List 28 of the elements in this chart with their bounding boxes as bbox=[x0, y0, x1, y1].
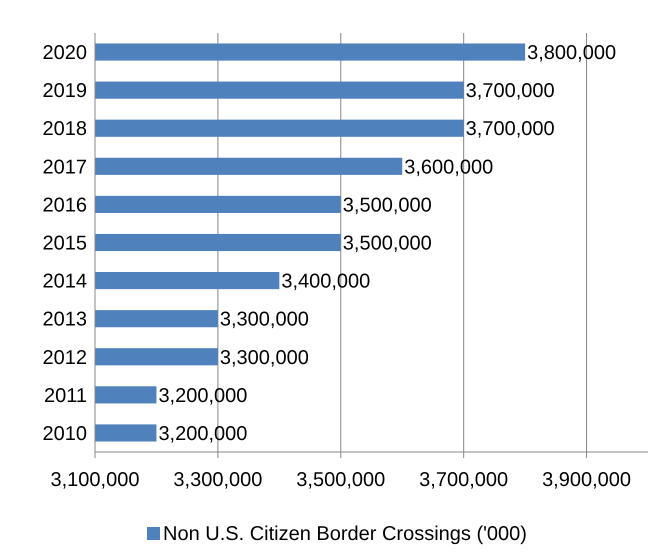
y-tick-label: 2019 bbox=[42, 80, 87, 102]
y-tick-label: 2017 bbox=[42, 156, 87, 178]
y-tick-label: 2012 bbox=[42, 346, 87, 369]
data-label: 3,400,000 bbox=[281, 270, 370, 293]
y-tick-label: 2020 bbox=[42, 42, 87, 64]
x-tick-label: 3,300,000 bbox=[173, 469, 262, 491]
data-label: 3,200,000 bbox=[158, 422, 248, 445]
data-label: 3,300,000 bbox=[220, 346, 309, 369]
data-label: 3,300,000 bbox=[220, 308, 309, 331]
data-label: 3,200,000 bbox=[158, 384, 248, 407]
x-tick-label: 3,900,000 bbox=[542, 469, 632, 491]
y-tick-label: 2016 bbox=[42, 194, 87, 216]
data-label: 3,700,000 bbox=[466, 118, 555, 140]
y-tick-label: 2010 bbox=[42, 422, 87, 445]
y-tick-label: 2015 bbox=[42, 232, 87, 254]
data-label: 3,700,000 bbox=[466, 80, 555, 102]
data-label: 3,500,000 bbox=[342, 232, 432, 254]
x-tick-label: 3,100,000 bbox=[50, 469, 140, 491]
y-tick-label: 2018 bbox=[42, 118, 87, 140]
data-label: 3,500,000 bbox=[342, 194, 432, 216]
x-tick-label: 3,700,000 bbox=[419, 469, 508, 491]
y-tick-label: 2014 bbox=[42, 270, 87, 293]
data-label: 3,600,000 bbox=[404, 156, 494, 178]
legend-label: Non U.S. Citizen Border Crossings ('000) bbox=[163, 523, 527, 545]
data-label: 3,800,000 bbox=[527, 42, 616, 64]
y-tick-label: 2013 bbox=[42, 308, 87, 331]
y-tick-label: 2011 bbox=[44, 384, 87, 407]
x-tick-label: 3,500,000 bbox=[296, 469, 386, 491]
